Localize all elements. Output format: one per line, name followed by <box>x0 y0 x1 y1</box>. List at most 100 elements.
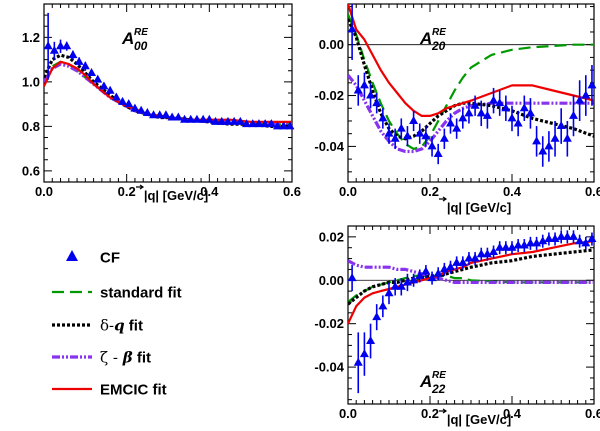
cf-point <box>587 234 597 243</box>
cf-point <box>366 336 376 345</box>
vector-arrow-icon <box>136 184 145 190</box>
cf-point <box>433 268 443 277</box>
x-tick-label: 0.6 <box>585 184 600 199</box>
y-tick-label: 0.8 <box>22 119 40 134</box>
x-tick-label: 0.0 <box>339 406 357 421</box>
panel-a20: 0.0 0.2 0.4 0.6 -0.04 -0.02 0.00 |q| [GeV/c] A RE… <box>314 3 600 215</box>
y-tick-label: -0.02 <box>314 88 344 103</box>
panel-title: A <box>419 372 432 391</box>
cf-point <box>415 270 425 279</box>
plot-frame <box>347 3 595 183</box>
cf-point <box>149 110 159 119</box>
panel-title-subscript: 20 <box>431 39 446 53</box>
y-tick-label: 0.02 <box>319 229 344 244</box>
x-axis-label: |q| [GeV/c] <box>144 188 208 203</box>
cf-point <box>273 121 283 130</box>
plot-frame <box>347 225 595 405</box>
cf-point <box>161 110 171 119</box>
cf-point <box>124 99 134 108</box>
cf-point <box>476 249 486 258</box>
cf-point <box>378 301 388 310</box>
cf-point <box>192 114 202 123</box>
y-tick-label: -0.04 <box>314 139 344 154</box>
cf-point <box>74 56 84 65</box>
cf-point <box>229 116 239 125</box>
panel-title-subscript: 22 <box>431 382 446 396</box>
cf-point <box>347 273 357 282</box>
cf-point <box>446 262 455 271</box>
x-axis-label: |q| [GeV/c] <box>447 200 511 215</box>
cf-point <box>186 114 196 123</box>
legend-label-standard: standard fit <box>100 285 182 302</box>
cf-point <box>396 281 406 290</box>
cf-point <box>167 112 177 121</box>
cf-point <box>562 231 572 240</box>
x-tick-label: 0.2 <box>421 184 439 199</box>
cf-point <box>550 133 560 142</box>
cf-point <box>525 108 535 117</box>
cf-point <box>130 103 140 112</box>
cf-point <box>118 96 128 105</box>
cf-point <box>495 98 505 107</box>
cf-point <box>105 85 115 94</box>
cf-point <box>495 242 505 251</box>
cf-point <box>513 240 523 249</box>
cf-point <box>366 90 376 99</box>
cf-point <box>556 231 566 240</box>
delta_q-fit-curve <box>44 53 292 128</box>
cf-point <box>111 92 121 101</box>
x-tick-label: 0.6 <box>585 406 600 421</box>
cf-point <box>452 257 462 266</box>
cf-point <box>470 253 480 262</box>
cf-point <box>439 133 449 142</box>
y-tick-label: -0.04 <box>314 360 344 375</box>
cf-point <box>433 149 443 158</box>
x-tick-label: 0.2 <box>421 406 439 421</box>
cf-point <box>80 61 90 70</box>
cf-point <box>464 108 474 117</box>
cf-point <box>242 119 252 128</box>
legend-label-emcic: EMCIC fit <box>100 382 167 399</box>
cf-point <box>136 105 146 114</box>
x-tick-label: 0.6 <box>283 184 301 199</box>
cf-point <box>68 50 78 59</box>
panel-title-superscript: RE <box>432 27 446 38</box>
cf-point <box>359 80 369 89</box>
cf-point <box>173 112 183 121</box>
cf-point <box>155 110 165 119</box>
y-tick-label: -0.02 <box>314 316 344 331</box>
emcic-fit-curve <box>44 60 292 123</box>
cf-point <box>532 136 542 145</box>
cf-point <box>501 242 511 251</box>
cf-point <box>142 108 152 117</box>
cf-point <box>49 45 59 54</box>
y-tick-label: 0.00 <box>319 273 344 288</box>
x-axis-label: |q| [GeV/c] <box>447 412 511 427</box>
cf-point <box>538 146 548 155</box>
cf-point <box>575 236 585 245</box>
cf-point <box>519 103 529 112</box>
cf-point <box>427 141 437 150</box>
cf-point <box>353 85 363 94</box>
cf-point <box>248 119 258 128</box>
cf-point <box>415 128 425 137</box>
cf-point <box>56 41 66 50</box>
cf-point <box>409 275 419 284</box>
cf-point <box>427 273 437 282</box>
cf-point <box>180 114 190 123</box>
cf-point <box>223 116 233 125</box>
cf-point <box>550 234 560 243</box>
x-tick-label: 0.4 <box>503 184 522 199</box>
zeta_beta-fit-curve <box>348 259 594 284</box>
y-tick-label: 0.6 <box>22 163 40 178</box>
cf-point <box>538 236 548 245</box>
cf-point <box>575 95 585 104</box>
cf-point <box>439 264 449 273</box>
cf-point <box>260 119 270 128</box>
panel-title-subscript: 00 <box>134 39 148 53</box>
cf-point <box>544 141 554 150</box>
cf-point <box>87 67 97 76</box>
cf-point <box>470 100 480 109</box>
x-tick-label: 0.4 <box>200 184 219 199</box>
